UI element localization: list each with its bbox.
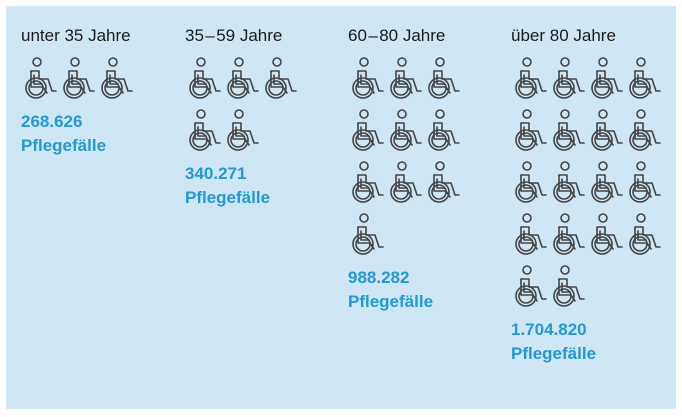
age-group-label: 35 – 59 Jahre bbox=[185, 26, 283, 45]
icon-grid bbox=[348, 57, 460, 265]
icon-grid bbox=[185, 57, 297, 161]
wheelchair-icon bbox=[261, 57, 297, 109]
wheelchair-icon bbox=[185, 109, 221, 161]
age-group-column: 60 – 80 Jahre 988.282 Pflegefälle bbox=[348, 25, 460, 313]
wheelchair-icon bbox=[97, 57, 133, 109]
wheelchair-icon bbox=[549, 109, 585, 161]
wheelchair-icon bbox=[511, 109, 547, 161]
value-label: 988.282 bbox=[348, 268, 410, 287]
wheelchair-icon bbox=[386, 109, 422, 161]
icon-grid bbox=[21, 57, 133, 109]
wheelchair-icon bbox=[587, 161, 623, 213]
wheelchair-icon bbox=[511, 265, 547, 317]
wheelchair-icon bbox=[21, 57, 57, 109]
wheelchair-icon bbox=[424, 109, 460, 161]
wheelchair-icon bbox=[549, 213, 585, 265]
age-group-label: über 80 Jahre bbox=[511, 26, 616, 45]
value-label: 1.704.820 bbox=[511, 320, 587, 339]
chart-panel: unter 35 Jahre 268.626 Pflegefälle 35 – 59 … bbox=[6, 6, 676, 409]
wheelchair-icon bbox=[348, 213, 384, 265]
wheelchair-icon bbox=[511, 213, 547, 265]
value-label: 268.626 bbox=[21, 112, 83, 131]
unit-label: Pflegefälle bbox=[511, 344, 597, 363]
wheelchair-icon bbox=[511, 161, 547, 213]
wheelchair-icon bbox=[587, 109, 623, 161]
age-group-label: unter 35 Jahre bbox=[21, 26, 131, 45]
unit-label: Pflegefälle bbox=[185, 188, 271, 207]
wheelchair-icon bbox=[424, 161, 460, 213]
age-group-column: über 80 Jahre 1.704.820 Pflegefälle bbox=[511, 25, 661, 365]
wheelchair-icon bbox=[625, 57, 661, 109]
wheelchair-icon bbox=[587, 213, 623, 265]
wheelchair-icon bbox=[625, 109, 661, 161]
value-label: 340.271 bbox=[185, 164, 247, 183]
wheelchair-icon bbox=[348, 161, 384, 213]
wheelchair-icon bbox=[549, 265, 585, 317]
unit-label: Pflegefälle bbox=[21, 136, 107, 155]
wheelchair-icon bbox=[59, 57, 95, 109]
wheelchair-icon bbox=[185, 57, 221, 109]
wheelchair-icon bbox=[386, 57, 422, 109]
wheelchair-icon bbox=[549, 161, 585, 213]
wheelchair-icon bbox=[348, 109, 384, 161]
wheelchair-icon bbox=[587, 57, 623, 109]
unit-label: Pflegefälle bbox=[348, 292, 434, 311]
age-group-column: unter 35 Jahre 268.626 Pflegefälle bbox=[21, 25, 133, 157]
age-group-label: 60 – 80 Jahre bbox=[348, 26, 446, 45]
wheelchair-icon bbox=[511, 57, 547, 109]
icon-grid bbox=[511, 57, 661, 317]
wheelchair-icon bbox=[386, 161, 422, 213]
wheelchair-icon bbox=[549, 57, 585, 109]
wheelchair-icon bbox=[424, 57, 460, 109]
wheelchair-icon bbox=[348, 57, 384, 109]
wheelchair-icon bbox=[223, 109, 259, 161]
wheelchair-icon bbox=[625, 213, 661, 265]
wheelchair-icon bbox=[223, 57, 259, 109]
age-group-column: 35 – 59 Jahre 340.271 Pflegefälle bbox=[185, 25, 297, 209]
wheelchair-icon bbox=[625, 161, 661, 213]
